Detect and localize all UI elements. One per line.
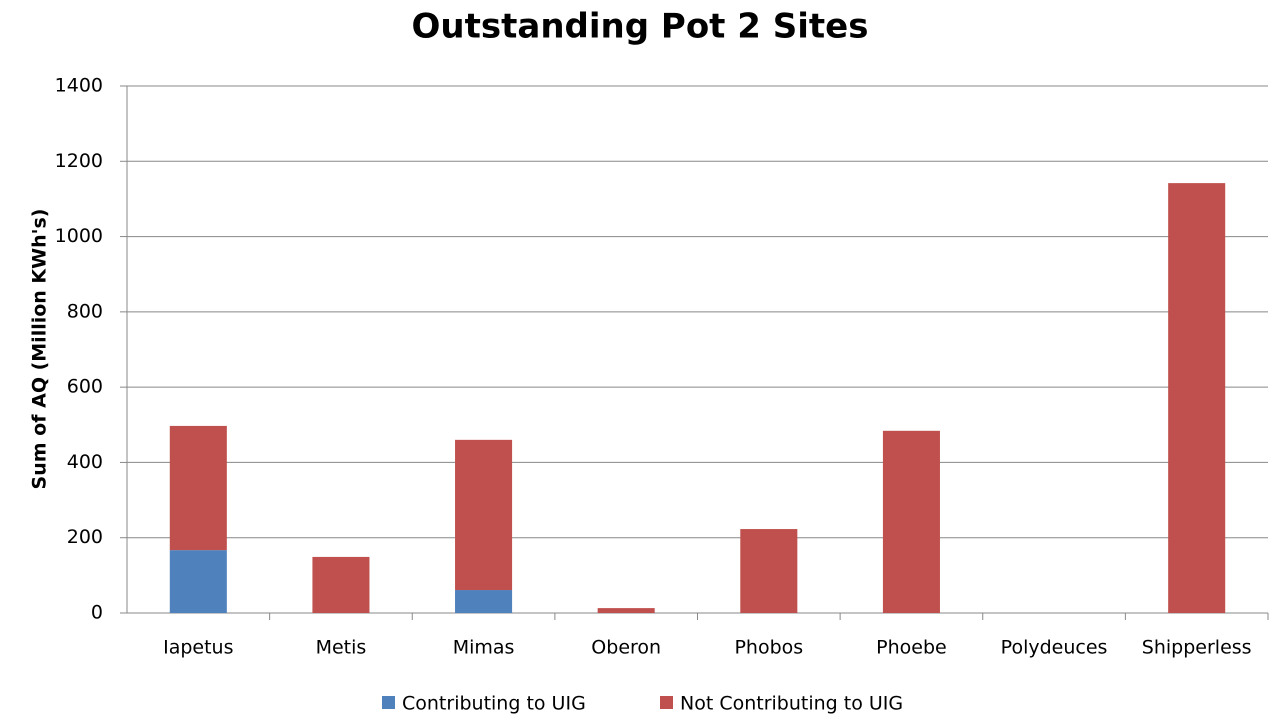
x-tick-label: Iapetus — [163, 637, 233, 659]
x-tick-label: Polydeuces — [1001, 637, 1108, 659]
legend-swatch — [660, 696, 673, 709]
y-tick-label: 0 — [91, 602, 103, 624]
bar-segment — [455, 590, 513, 613]
x-tick-label: Metis — [316, 637, 367, 659]
x-tick-label: Mimas — [453, 637, 515, 659]
bar-segment — [455, 439, 513, 591]
y-tick-label: 400 — [67, 451, 103, 473]
legend-label: Not Contributing to UIG — [680, 693, 903, 715]
y-tick-label: 1200 — [55, 150, 103, 172]
bar-segment — [1168, 183, 1226, 613]
bar-segment — [169, 550, 227, 613]
y-axis-label: Sum of AQ (Million KWh's) — [29, 209, 51, 490]
legend-label: Contributing to UIG — [402, 693, 586, 715]
y-tick-label: 800 — [67, 300, 103, 322]
bar-segment — [740, 529, 798, 613]
chart-title: Outstanding Pot 2 Sites — [412, 7, 869, 47]
x-tick-label: Phoebe — [876, 637, 947, 659]
bar-segment — [312, 556, 370, 613]
bar-segment — [597, 608, 655, 613]
legend-swatch — [382, 696, 395, 709]
y-tick-label: 1400 — [55, 75, 103, 97]
x-tick-label: Oberon — [591, 637, 661, 659]
y-tick-label: 200 — [67, 526, 103, 548]
y-tick-label: 1000 — [55, 225, 103, 247]
x-tick-label: Shipperless — [1142, 637, 1252, 659]
y-tick-label: 600 — [67, 376, 103, 398]
x-tick-label: Phobos — [734, 637, 803, 659]
bar-segment — [169, 425, 227, 551]
bar-segment — [882, 430, 940, 613]
